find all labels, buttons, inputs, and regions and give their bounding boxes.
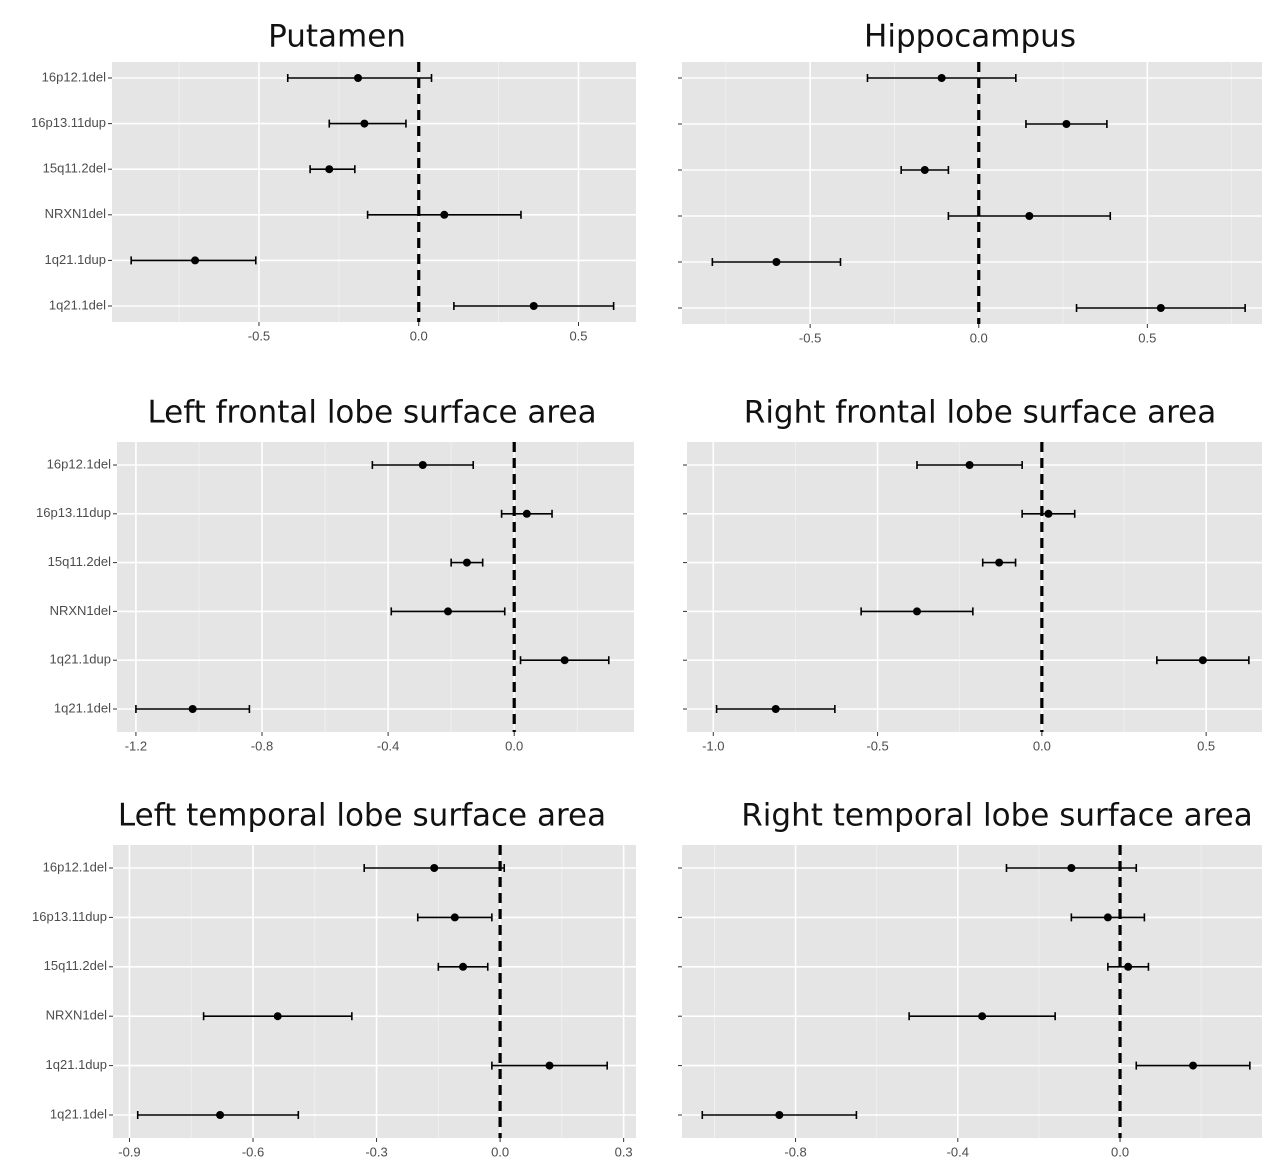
x-tick-label: -0.4 (947, 1144, 969, 1157)
plot-background (117, 442, 634, 732)
x-tick-label: 0.0 (505, 738, 523, 753)
estimate-point (1198, 656, 1207, 665)
estimate-point (522, 509, 531, 518)
estimate-point (1103, 913, 1112, 922)
forest-panel-2: Hippocampus -0.5 0.0 0.5 (678, 19, 1262, 345)
forest-panel-1: Putamen 16p12.1del 16p13.11dup 15q11.2del NR… (31, 19, 636, 343)
y-tick-label: 1q21.1dup (50, 652, 111, 667)
plot-background (112, 62, 636, 322)
estimate-point (965, 461, 974, 469)
panel-title: Left temporal lobe surface area (118, 798, 606, 834)
x-tick-label: -0.9 (118, 1144, 140, 1157)
plot-background (687, 442, 1262, 732)
estimate-point (995, 558, 1004, 567)
estimate-point (450, 913, 459, 922)
estimate-point (775, 1111, 784, 1119)
estimate-point (188, 705, 197, 713)
estimate-point (216, 1111, 225, 1119)
x-tick-label: -0.6 (242, 1144, 264, 1157)
x-tick-label: 0.0 (410, 328, 428, 343)
forest-panel-4: Right frontal lobe surface area -1.0 -0.5 0… (683, 395, 1262, 753)
x-tick-label: 0.5 (1197, 738, 1215, 753)
x-tick-label: 0.5 (569, 328, 587, 343)
estimate-point (920, 166, 929, 174)
panel-title: Left frontal lobe surface area (147, 395, 596, 431)
estimate-point (459, 962, 468, 971)
y-tick-label: NRXN1del (46, 1008, 108, 1023)
y-tick-label: 16p12.1del (47, 456, 111, 471)
y-tick-label: 15q11.2del (43, 161, 106, 176)
estimate-point (771, 705, 780, 713)
panel-title: Right temporal lobe surface area (741, 798, 1253, 834)
forest-panel-5: Left temporal lobe surface area 16p12.1de… (32, 798, 636, 1157)
estimate-point (937, 74, 946, 82)
estimate-point (325, 165, 334, 174)
x-tick-label: 0.0 (491, 1144, 509, 1157)
estimate-point (545, 1061, 554, 1070)
y-tick-label: 16p12.1del (42, 69, 106, 84)
estimate-point (360, 119, 369, 128)
x-tick-label: 0.5 (1138, 330, 1156, 345)
forest-panel-6: Right temporal lobe surface area -0.8 -0.4… (678, 798, 1262, 1157)
estimate-point (529, 302, 538, 310)
estimate-point (440, 210, 449, 219)
estimate-point (1025, 212, 1034, 220)
y-tick-label: 1q21.1dup (45, 252, 106, 267)
estimate-point (560, 656, 569, 665)
panel-title: Putamen (268, 19, 406, 55)
x-tick-label: 0.0 (1111, 1144, 1129, 1157)
y-tick-label: 1q21.1dup (46, 1057, 107, 1072)
x-tick-label: -0.4 (377, 738, 399, 753)
estimate-point (430, 864, 439, 872)
estimate-point (273, 1012, 282, 1021)
x-tick-label: -0.8 (784, 1144, 806, 1157)
x-tick-label: -0.5 (799, 330, 821, 345)
plot-background (682, 62, 1262, 324)
estimate-point (1044, 509, 1053, 518)
y-tick-label: 1q21.1del (50, 1106, 107, 1121)
estimate-point (1124, 962, 1133, 971)
estimate-point (1156, 304, 1165, 312)
x-tick-label: 0.3 (615, 1144, 633, 1157)
estimate-point (444, 607, 453, 616)
x-tick-label: 0.0 (970, 330, 988, 345)
y-tick-label: NRXN1del (50, 603, 112, 618)
y-tick-label: 16p13.11dup (31, 115, 106, 130)
plot-background (682, 845, 1262, 1138)
estimate-point (978, 1012, 987, 1021)
plot-background (113, 845, 636, 1138)
estimate-point (354, 74, 363, 82)
y-tick-label: NRXN1del (45, 206, 107, 221)
panel-title: Hippocampus (864, 19, 1076, 55)
x-tick-label: -1.2 (125, 738, 147, 753)
estimate-point (1067, 864, 1076, 872)
y-tick-label: 1q21.1del (54, 700, 111, 715)
x-tick-label: -0.5 (866, 738, 888, 753)
y-tick-label: 16p13.11dup (32, 909, 107, 924)
x-tick-label: -0.3 (365, 1144, 387, 1157)
x-tick-label: -1.0 (702, 738, 724, 753)
x-tick-label: 0.0 (1033, 738, 1051, 753)
estimate-point (772, 258, 781, 266)
x-tick-label: -0.8 (251, 738, 273, 753)
estimate-point (418, 461, 427, 469)
forest-panel-3: Left frontal lobe surface area 16p12.1del… (36, 395, 634, 753)
estimate-point (191, 256, 200, 265)
y-tick-label: 16p12.1del (43, 859, 107, 874)
x-tick-label: -0.5 (248, 328, 270, 343)
panel-title: Right frontal lobe surface area (744, 395, 1216, 431)
y-tick-label: 15q11.2del (44, 958, 107, 973)
y-tick-label: 16p13.11dup (36, 505, 111, 520)
estimate-point (462, 558, 471, 567)
estimate-point (1189, 1061, 1198, 1070)
y-tick-label: 1q21.1del (49, 297, 106, 312)
y-tick-label: 15q11.2del (48, 554, 111, 569)
estimate-point (1062, 120, 1071, 128)
estimate-point (913, 607, 921, 616)
